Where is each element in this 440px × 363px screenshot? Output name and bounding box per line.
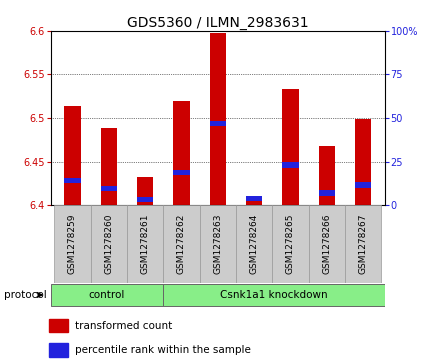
Bar (209, 121, 226, 126)
Bar (101, 186, 117, 191)
Bar (200, 205, 236, 283)
Bar (345, 205, 381, 283)
Bar (49, 343, 68, 357)
Text: GSM1278266: GSM1278266 (323, 214, 331, 274)
Text: GSM1278264: GSM1278264 (249, 214, 259, 274)
Bar (355, 183, 371, 188)
Text: GSM1278262: GSM1278262 (177, 214, 186, 274)
Bar (319, 146, 335, 205)
Bar (64, 106, 81, 205)
Bar (319, 190, 335, 196)
Bar (49, 319, 68, 333)
Bar (137, 177, 153, 205)
Text: control: control (89, 290, 125, 300)
Text: GSM1278260: GSM1278260 (104, 214, 113, 274)
Text: Csnk1a1 knockdown: Csnk1a1 knockdown (220, 290, 328, 300)
Bar (309, 205, 345, 283)
Bar (173, 101, 190, 205)
Text: GSM1278265: GSM1278265 (286, 214, 295, 274)
Bar (209, 33, 226, 205)
Bar (173, 170, 190, 175)
Bar (51, 284, 163, 306)
Bar (246, 196, 262, 201)
Text: protocol: protocol (4, 290, 47, 300)
Text: transformed count: transformed count (75, 321, 172, 331)
Bar (272, 205, 309, 283)
Bar (163, 284, 385, 306)
Bar (282, 89, 299, 205)
Text: GSM1278263: GSM1278263 (213, 214, 222, 274)
Text: GSM1278267: GSM1278267 (359, 214, 368, 274)
Text: percentile rank within the sample: percentile rank within the sample (75, 345, 251, 355)
Bar (64, 178, 81, 183)
Text: GSM1278259: GSM1278259 (68, 214, 77, 274)
Bar (127, 205, 163, 283)
Title: GDS5360 / ILMN_2983631: GDS5360 / ILMN_2983631 (127, 16, 308, 30)
Bar (54, 205, 91, 283)
Text: GSM1278261: GSM1278261 (141, 214, 150, 274)
Bar (355, 119, 371, 205)
Bar (137, 197, 153, 203)
Bar (91, 205, 127, 283)
Bar (163, 205, 200, 283)
Bar (246, 197, 262, 205)
Bar (282, 162, 299, 168)
Bar (236, 205, 272, 283)
Bar (101, 127, 117, 205)
